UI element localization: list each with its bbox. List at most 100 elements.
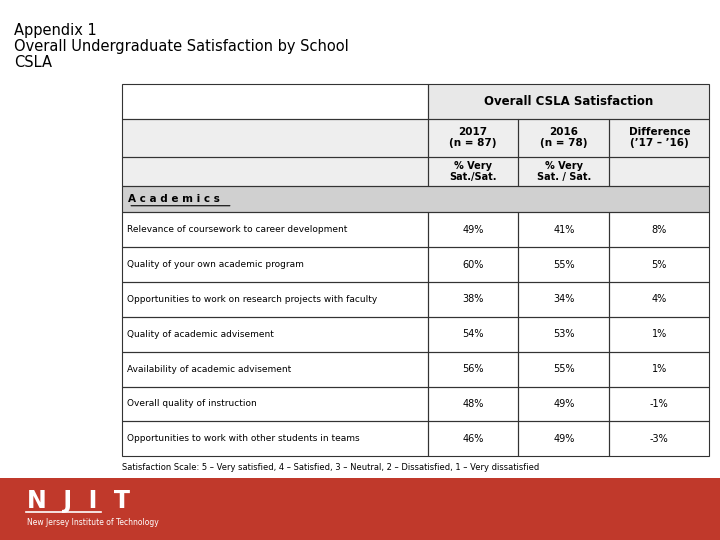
Bar: [609, 282, 709, 317]
Bar: [518, 387, 609, 421]
Bar: [122, 282, 428, 317]
Bar: [122, 186, 709, 212]
Bar: [518, 212, 609, 247]
Bar: [518, 421, 609, 456]
Text: % Very
Sat. / Sat.: % Very Sat. / Sat.: [537, 160, 591, 183]
Text: Overall Undergraduate Satisfaction by School: Overall Undergraduate Satisfaction by Sc…: [14, 39, 349, 54]
Bar: [518, 119, 609, 157]
Bar: [122, 84, 428, 119]
Bar: [428, 247, 518, 282]
Bar: [428, 282, 518, 317]
Bar: [518, 317, 609, 352]
Text: Relevance of coursework to career development: Relevance of coursework to career develo…: [127, 225, 347, 234]
Bar: [122, 119, 428, 157]
Bar: [609, 352, 709, 387]
Bar: [428, 84, 709, 119]
Bar: [609, 212, 709, 247]
Text: 34%: 34%: [553, 294, 575, 305]
Text: Availability of academic advisement: Availability of academic advisement: [127, 364, 291, 374]
Text: A c a d e m i c s: A c a d e m i c s: [128, 194, 220, 204]
Bar: [609, 119, 709, 157]
Bar: [518, 352, 609, 387]
Bar: [609, 387, 709, 421]
Bar: [428, 387, 518, 421]
Bar: [0, 478, 720, 540]
Text: 46%: 46%: [462, 434, 484, 444]
Bar: [609, 212, 709, 247]
Text: 55%: 55%: [553, 364, 575, 374]
Bar: [122, 247, 428, 282]
Bar: [428, 421, 518, 456]
Text: 48%: 48%: [462, 399, 484, 409]
Bar: [518, 157, 609, 186]
Bar: [122, 421, 428, 456]
Bar: [609, 119, 709, 157]
Bar: [122, 387, 428, 421]
Text: 1%: 1%: [652, 329, 667, 339]
Text: 41%: 41%: [553, 225, 575, 235]
Bar: [609, 157, 709, 186]
Bar: [122, 157, 428, 186]
Bar: [428, 352, 518, 387]
Bar: [428, 282, 518, 317]
Bar: [428, 119, 518, 157]
Bar: [609, 352, 709, 387]
Bar: [609, 317, 709, 352]
Text: 49%: 49%: [553, 434, 575, 444]
Bar: [428, 119, 518, 157]
Text: 4%: 4%: [652, 294, 667, 305]
Bar: [609, 317, 709, 352]
Text: 5%: 5%: [652, 260, 667, 269]
Text: CSLA: CSLA: [14, 55, 53, 70]
Bar: [518, 421, 609, 456]
Bar: [609, 247, 709, 282]
Text: 2017
(n = 87): 2017 (n = 87): [449, 127, 497, 148]
Bar: [609, 421, 709, 456]
Text: 38%: 38%: [462, 294, 484, 305]
Bar: [122, 212, 428, 247]
Text: -3%: -3%: [650, 434, 669, 444]
Text: 56%: 56%: [462, 364, 484, 374]
Bar: [122, 317, 428, 352]
Text: 53%: 53%: [553, 329, 575, 339]
Text: 2016
(n = 78): 2016 (n = 78): [540, 127, 588, 148]
Text: 54%: 54%: [462, 329, 484, 339]
Text: -1%: -1%: [650, 399, 669, 409]
Bar: [518, 247, 609, 282]
Text: 8%: 8%: [652, 225, 667, 235]
Bar: [518, 157, 609, 186]
Bar: [428, 84, 709, 119]
Bar: [518, 282, 609, 317]
Bar: [609, 282, 709, 317]
Bar: [122, 157, 428, 186]
Text: 1%: 1%: [652, 364, 667, 374]
Bar: [518, 387, 609, 421]
Text: Difference
(’17 – ’16): Difference (’17 – ’16): [629, 127, 690, 148]
Text: Satisfaction Scale: 5 – Very satisfied, 4 – Satisfied, 3 – Neutral, 2 – Dissatis: Satisfaction Scale: 5 – Very satisfied, …: [122, 463, 540, 472]
Bar: [609, 421, 709, 456]
Text: 55%: 55%: [553, 260, 575, 269]
Text: 49%: 49%: [553, 399, 575, 409]
Text: Overall quality of instruction: Overall quality of instruction: [127, 400, 256, 408]
Bar: [122, 317, 428, 352]
Text: 49%: 49%: [462, 225, 484, 235]
Bar: [428, 317, 518, 352]
Bar: [518, 212, 609, 247]
Bar: [428, 157, 518, 186]
Bar: [518, 282, 609, 317]
Text: N  J  I  T: N J I T: [27, 489, 130, 513]
Text: Quality of academic advisement: Quality of academic advisement: [127, 330, 274, 339]
Bar: [428, 421, 518, 456]
Bar: [518, 317, 609, 352]
Bar: [122, 119, 428, 157]
Text: 60%: 60%: [462, 260, 484, 269]
Bar: [122, 212, 428, 247]
Bar: [428, 212, 518, 247]
Text: % Very
Sat./Sat.: % Very Sat./Sat.: [449, 160, 497, 183]
Text: New Jersey Institute of Technology: New Jersey Institute of Technology: [27, 518, 159, 527]
Bar: [518, 247, 609, 282]
Text: Appendix 1: Appendix 1: [14, 23, 97, 38]
Bar: [428, 317, 518, 352]
Text: Quality of your own academic program: Quality of your own academic program: [127, 260, 303, 269]
Bar: [122, 84, 428, 119]
